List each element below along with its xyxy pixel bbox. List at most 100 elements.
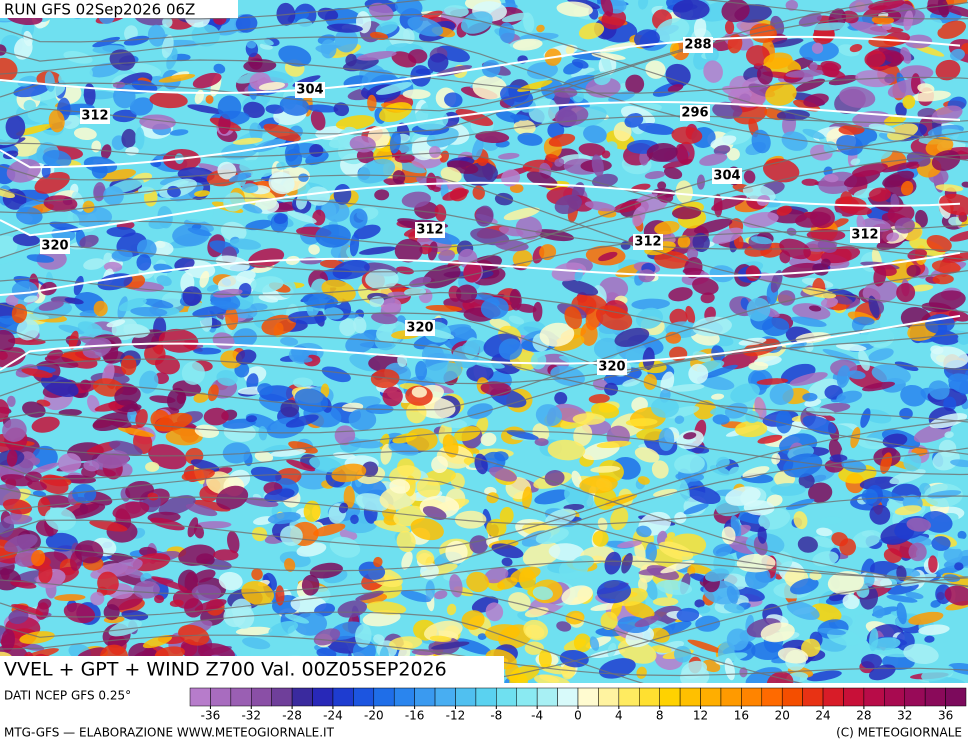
field-blob (591, 154, 604, 177)
field-blob (217, 95, 242, 120)
field-blob (359, 246, 396, 255)
field-blob (579, 475, 618, 494)
field-blob (485, 602, 504, 622)
field-blob (193, 347, 222, 355)
colorbar-swatch (353, 687, 375, 707)
contour-label-bg (597, 359, 627, 375)
field-blob (588, 394, 610, 404)
field-blob (475, 131, 510, 144)
field-blob (642, 347, 655, 370)
field-blob (836, 390, 863, 404)
field-blob (92, 36, 121, 48)
field-blob (562, 279, 599, 296)
field-blob (694, 599, 705, 608)
field-blob (241, 183, 259, 194)
field-blob (852, 530, 882, 548)
field-blob (440, 166, 462, 183)
field-blob (900, 180, 914, 196)
field-blob (850, 158, 861, 166)
contour-label-bg (683, 37, 713, 53)
field-blob (79, 379, 92, 391)
field-blob (601, 150, 611, 159)
contour-label-bg (633, 234, 663, 250)
field-blob (634, 447, 660, 463)
field-blob (561, 585, 593, 606)
colorbar-tick-label: -36 (201, 709, 221, 723)
field-blob (5, 115, 26, 140)
field-blob (840, 204, 872, 216)
field-blob (241, 581, 274, 606)
field-blob (463, 261, 482, 283)
field-blob (169, 129, 189, 136)
field-blob (499, 506, 514, 525)
field-blob (638, 269, 656, 283)
colorbar-swatch (332, 687, 354, 707)
field-blob (591, 173, 618, 188)
field-blob (268, 621, 299, 637)
field-blob (484, 567, 509, 584)
field-blob (687, 639, 724, 654)
field-blob (380, 298, 402, 313)
field-blob (54, 594, 86, 602)
field-blob (111, 249, 133, 262)
field-blob (693, 218, 733, 234)
field-blob (667, 384, 705, 392)
field-blob (349, 208, 368, 229)
field-blob (748, 361, 769, 371)
colorbar-swatch (904, 687, 926, 707)
field-blob (645, 542, 657, 563)
field-blob (786, 601, 820, 620)
field-blob (789, 372, 828, 386)
field-blob (554, 158, 565, 167)
field-blob (117, 427, 155, 437)
field-blob (703, 60, 723, 83)
field-blob (147, 24, 166, 47)
field-blob (765, 82, 797, 106)
field-blob (905, 591, 924, 600)
field-blob (506, 430, 539, 440)
field-blob (150, 517, 185, 531)
field-blob (296, 542, 327, 557)
field-blob (941, 128, 968, 145)
colorbar-tick-label: 8 (656, 709, 664, 723)
field-blob (139, 114, 176, 130)
colorbar-swatch (312, 687, 334, 707)
field-blob (151, 576, 188, 591)
field-blob (871, 364, 911, 385)
field-blob (836, 343, 867, 351)
field-blob (241, 203, 263, 214)
field-blob (785, 0, 798, 11)
field-blob (833, 296, 853, 305)
field-blob (886, 594, 918, 603)
field-blob (841, 10, 859, 24)
field-blob (350, 514, 359, 525)
field-blob (836, 365, 851, 388)
field-blob (508, 664, 540, 683)
field-blob (373, 520, 411, 533)
field-blob (517, 132, 543, 146)
field-blob (2, 150, 19, 160)
field-blob (572, 59, 589, 69)
field-blob (275, 585, 285, 606)
field-blob (652, 597, 679, 607)
colorbar-tick-label: -28 (282, 709, 302, 723)
field-blob (742, 466, 770, 478)
field-blob (477, 633, 487, 640)
colorbar-swatch (475, 687, 497, 707)
field-blob (37, 497, 51, 517)
field-blob (730, 383, 760, 403)
field-blob (68, 330, 79, 350)
field-blob (109, 558, 143, 577)
field-blob (861, 653, 883, 669)
field-blob (636, 428, 666, 441)
field-blob (501, 557, 513, 567)
colorbar-tick-label: -20 (364, 709, 384, 723)
field-blob (324, 307, 344, 320)
field-blob (935, 184, 964, 192)
field-blob (824, 173, 839, 183)
colorbar-swatch (516, 687, 538, 707)
field-blob (0, 329, 16, 352)
field-blob (0, 188, 15, 199)
field-blob (726, 585, 738, 605)
field-blob (726, 148, 740, 161)
